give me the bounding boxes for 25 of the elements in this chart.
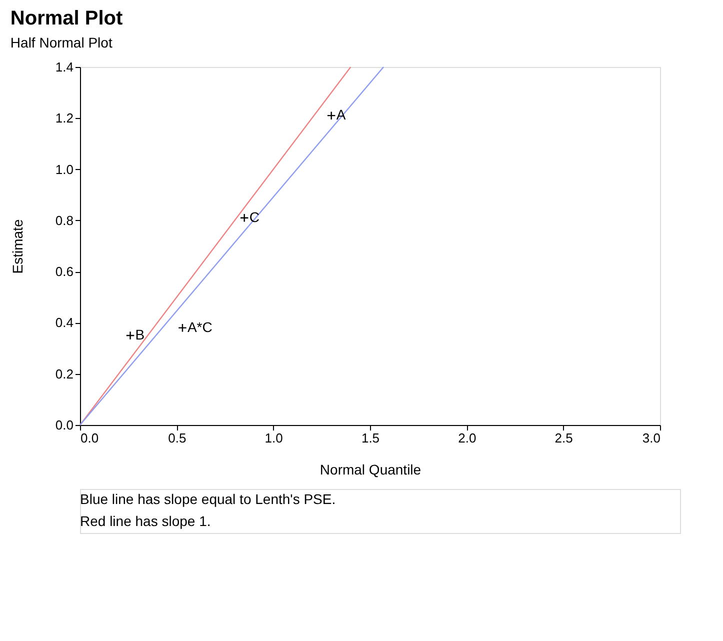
x-tick-label: 1.5 <box>361 430 380 446</box>
y-tick-label: 0.8 <box>55 212 74 228</box>
x-tick-label: 3.0 <box>642 430 660 446</box>
chart-title: Normal Plot <box>10 8 124 30</box>
y-tick-label: 0.2 <box>55 366 74 382</box>
y-tick-label: 1.4 <box>55 60 74 74</box>
x-tick-label: 2.0 <box>458 430 476 446</box>
y-tick-label: 0.6 <box>55 264 74 280</box>
x-axis-title: Normal Quantile <box>320 462 422 478</box>
annotation: B <box>135 326 145 342</box>
y-tick-label: 1.0 <box>55 162 74 177</box>
chart-subtitle: Half Normal Plot <box>10 34 112 50</box>
annotation: C <box>249 208 260 225</box>
x-tick-label: 2.5 <box>554 430 573 446</box>
y-tick-label: 0.4 <box>55 315 74 330</box>
text: Red line has slope 1. <box>80 513 211 529</box>
x-tick-label: 0.0 <box>80 430 99 446</box>
x-tick-label: 1.0 <box>264 430 283 446</box>
x-tick-label: 0.5 <box>168 430 186 446</box>
text: Blue line has slope equal to Lenth's PSE. <box>80 491 336 507</box>
y-tick-label: 0.0 <box>55 418 74 432</box>
annotation: A*C <box>187 318 212 335</box>
y-tick-label: 1.2 <box>55 110 74 126</box>
y-axis-title: Estimate <box>9 219 26 274</box>
annotation: A <box>336 106 346 123</box>
